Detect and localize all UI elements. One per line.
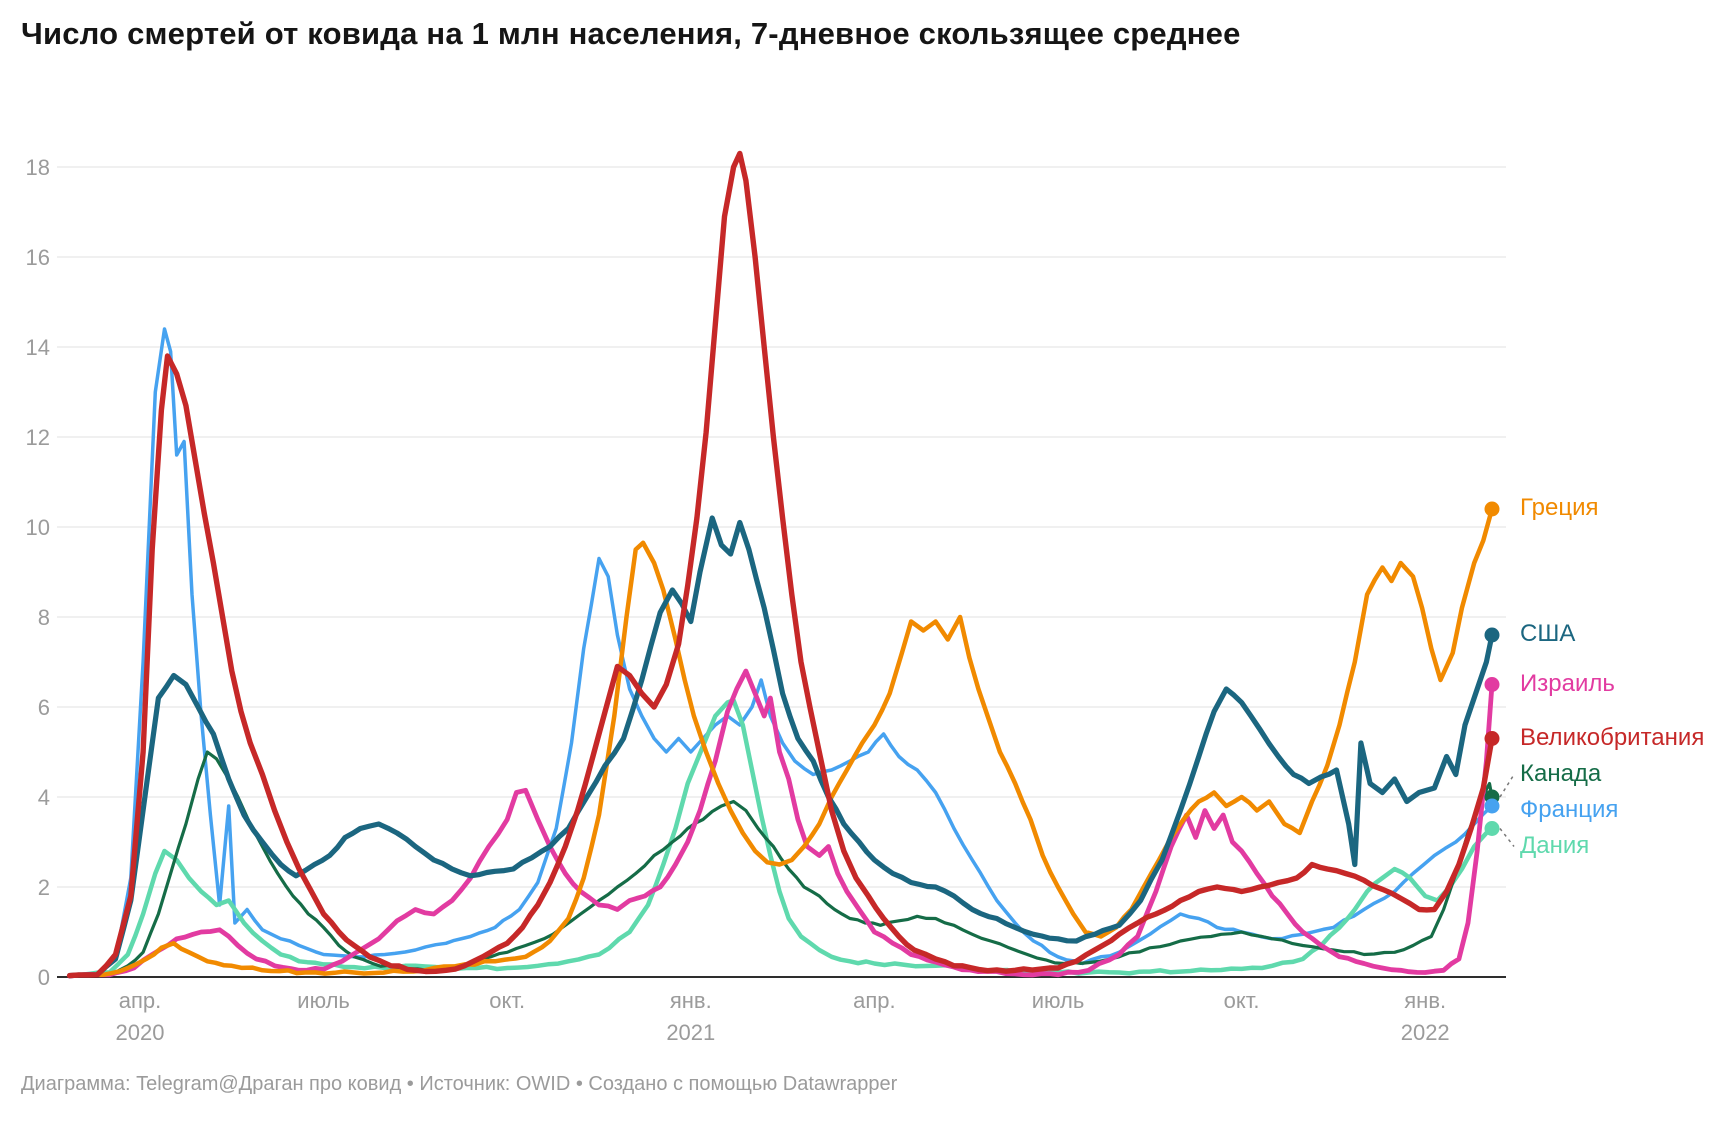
y-tick-label: 18 — [26, 155, 50, 180]
series-line-2 — [68, 750, 1494, 978]
y-tick-label: 10 — [26, 515, 50, 540]
y-tick-label: 0 — [38, 965, 50, 990]
x-tick-label: июль — [1032, 988, 1085, 1013]
y-tick-label: 6 — [38, 695, 50, 720]
x-tick-label: окт. — [489, 988, 525, 1013]
x-tick-label: апр. — [853, 988, 896, 1013]
series-endpoint-dot — [1484, 677, 1500, 692]
chart-footer: Диаграмма: Telegram@Драган про ковид • И… — [21, 1073, 898, 1095]
y-tick-label: 2 — [38, 875, 50, 900]
legend-label-Великобритания: Великобритания — [1520, 723, 1705, 751]
y-tick-label: 16 — [26, 245, 50, 270]
x-tick-year-label: 2022 — [1401, 1020, 1450, 1045]
series-line-4 — [67, 506, 1495, 978]
series-line-1 — [67, 698, 1495, 978]
x-tick-year-label: 2020 — [116, 1020, 165, 1045]
legend-leader-line — [1499, 774, 1515, 798]
x-tick-label: апр. — [119, 988, 162, 1013]
x-tick-label: окт. — [1224, 988, 1260, 1013]
legend-leader-line — [1499, 828, 1515, 847]
y-tick-label: 4 — [38, 785, 50, 810]
legend-label-Франция: Франция — [1520, 795, 1619, 823]
series-endpoint-dot — [1484, 731, 1500, 746]
x-tick-year-label: 2021 — [666, 1020, 715, 1045]
y-tick-label: 8 — [38, 605, 50, 630]
legend-label-США: США — [1520, 620, 1576, 647]
series-endpoint-dot — [1484, 627, 1500, 643]
legend-label-Греция: Греция — [1520, 494, 1599, 521]
x-tick-label: янв. — [670, 988, 712, 1013]
legend-label-Израиль: Израиль — [1520, 669, 1615, 697]
legend-label-Канада: Канада — [1520, 759, 1602, 787]
series-endpoint-dot — [1484, 821, 1500, 836]
x-tick-label: июль — [297, 988, 350, 1013]
y-tick-label: 14 — [26, 335, 50, 360]
series-endpoint-dot — [1484, 501, 1500, 517]
y-tick-label: 12 — [26, 425, 50, 450]
chart-title: Число смертей от ковида на 1 млн населен… — [21, 16, 1241, 51]
series-endpoint-dot — [1484, 798, 1500, 814]
series-line-6 — [66, 150, 1495, 979]
x-tick-label: янв. — [1404, 988, 1446, 1013]
series-line-0 — [67, 327, 1494, 978]
legend-label-Дания: Дания — [1520, 831, 1590, 859]
series-line-3 — [67, 668, 1495, 979]
